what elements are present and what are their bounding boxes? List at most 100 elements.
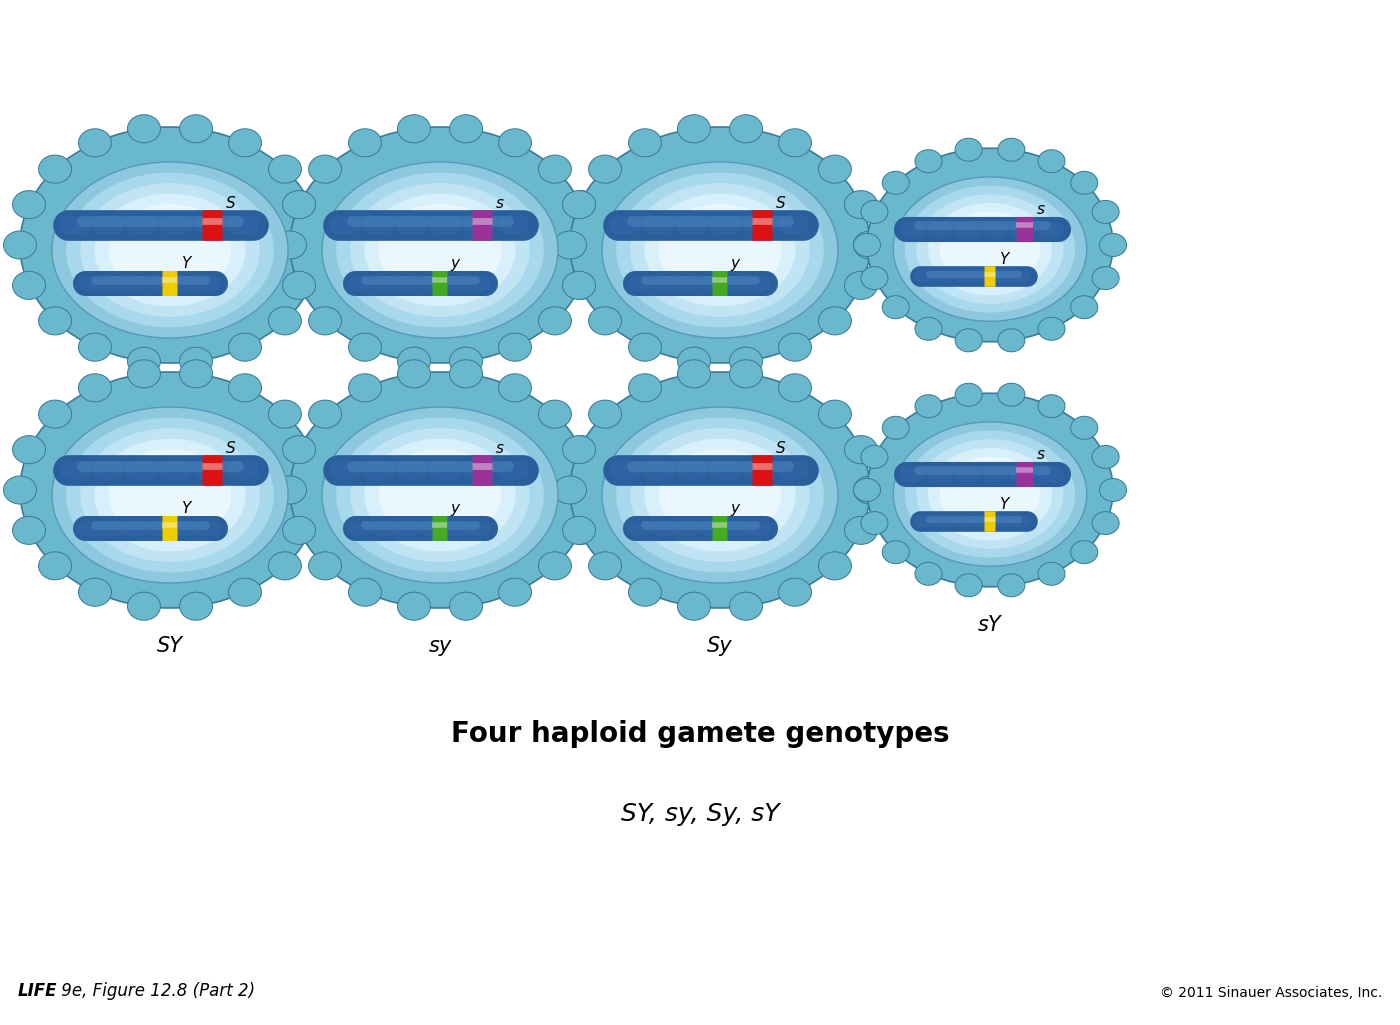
Ellipse shape	[939, 456, 1040, 532]
Ellipse shape	[308, 306, 342, 335]
Ellipse shape	[39, 306, 71, 335]
Ellipse shape	[955, 574, 983, 597]
Ellipse shape	[998, 329, 1025, 352]
Ellipse shape	[228, 129, 262, 157]
Ellipse shape	[819, 155, 851, 183]
Ellipse shape	[66, 172, 274, 327]
Ellipse shape	[588, 155, 622, 183]
Ellipse shape	[854, 234, 881, 256]
Ellipse shape	[678, 115, 710, 142]
Ellipse shape	[616, 172, 823, 327]
Ellipse shape	[588, 551, 622, 580]
Ellipse shape	[778, 578, 812, 606]
Ellipse shape	[20, 127, 321, 363]
Ellipse shape	[729, 592, 763, 620]
Ellipse shape	[304, 231, 336, 259]
Ellipse shape	[939, 211, 1040, 287]
Text: S: S	[225, 441, 235, 456]
Text: y: y	[451, 256, 459, 272]
Ellipse shape	[588, 400, 622, 428]
Ellipse shape	[1092, 201, 1119, 223]
Ellipse shape	[955, 138, 983, 161]
Text: SY: SY	[157, 636, 183, 656]
Text: LIFE: LIFE	[18, 982, 57, 1000]
Ellipse shape	[294, 517, 328, 544]
Ellipse shape	[449, 115, 483, 142]
Ellipse shape	[269, 400, 301, 428]
Ellipse shape	[916, 395, 942, 418]
Ellipse shape	[294, 191, 328, 218]
Ellipse shape	[904, 430, 1075, 558]
Ellipse shape	[308, 551, 342, 580]
Ellipse shape	[574, 476, 606, 504]
Ellipse shape	[78, 374, 112, 402]
Text: Y: Y	[1000, 496, 1009, 511]
Ellipse shape	[553, 231, 587, 259]
Ellipse shape	[304, 476, 336, 504]
Ellipse shape	[322, 162, 559, 338]
Ellipse shape	[644, 439, 795, 551]
Ellipse shape	[283, 191, 315, 218]
Ellipse shape	[52, 407, 288, 583]
Ellipse shape	[729, 360, 763, 387]
Ellipse shape	[80, 183, 259, 317]
Ellipse shape	[629, 374, 661, 402]
Text: Y: Y	[181, 256, 190, 272]
Ellipse shape	[861, 266, 888, 290]
Ellipse shape	[52, 162, 288, 338]
Ellipse shape	[629, 578, 661, 606]
Ellipse shape	[819, 400, 851, 428]
Ellipse shape	[630, 428, 809, 562]
Ellipse shape	[553, 476, 587, 504]
Ellipse shape	[854, 476, 886, 504]
Ellipse shape	[729, 347, 763, 375]
Ellipse shape	[283, 517, 315, 544]
Ellipse shape	[449, 360, 483, 387]
Ellipse shape	[893, 422, 1086, 566]
Ellipse shape	[127, 360, 161, 387]
Ellipse shape	[398, 115, 430, 142]
Ellipse shape	[1092, 266, 1119, 290]
Ellipse shape	[228, 374, 262, 402]
Ellipse shape	[179, 115, 213, 142]
Ellipse shape	[998, 574, 1025, 597]
Ellipse shape	[678, 360, 710, 387]
Ellipse shape	[1037, 318, 1065, 340]
Ellipse shape	[179, 360, 213, 387]
Ellipse shape	[844, 517, 878, 544]
Ellipse shape	[283, 272, 315, 299]
Ellipse shape	[498, 578, 532, 606]
Text: sY: sY	[979, 615, 1002, 634]
Ellipse shape	[778, 333, 812, 361]
Ellipse shape	[127, 347, 161, 375]
Text: s: s	[496, 196, 504, 211]
Text: SY, sy, Sy, sY: SY, sy, Sy, sY	[620, 802, 780, 826]
Ellipse shape	[39, 400, 71, 428]
Ellipse shape	[1071, 416, 1098, 440]
Ellipse shape	[378, 449, 501, 541]
Text: 9e, Figure 12.8 (Part 2): 9e, Figure 12.8 (Part 2)	[56, 982, 255, 1000]
Ellipse shape	[658, 204, 781, 296]
Ellipse shape	[80, 428, 259, 562]
Text: Y: Y	[1000, 251, 1009, 266]
Text: y: y	[731, 501, 739, 517]
Ellipse shape	[94, 194, 245, 306]
Ellipse shape	[378, 204, 501, 296]
Ellipse shape	[228, 333, 262, 361]
Ellipse shape	[273, 231, 307, 259]
Ellipse shape	[882, 295, 910, 319]
Ellipse shape	[13, 191, 46, 218]
Ellipse shape	[563, 436, 595, 463]
Ellipse shape	[893, 177, 1086, 321]
Ellipse shape	[616, 417, 823, 572]
Ellipse shape	[1037, 563, 1065, 585]
Ellipse shape	[629, 129, 661, 157]
Ellipse shape	[13, 436, 46, 463]
Ellipse shape	[336, 417, 543, 572]
Text: S: S	[225, 196, 235, 211]
Ellipse shape	[998, 383, 1025, 406]
Ellipse shape	[3, 476, 36, 504]
Ellipse shape	[998, 138, 1025, 161]
Ellipse shape	[364, 439, 515, 551]
Text: Sy: Sy	[707, 636, 732, 656]
